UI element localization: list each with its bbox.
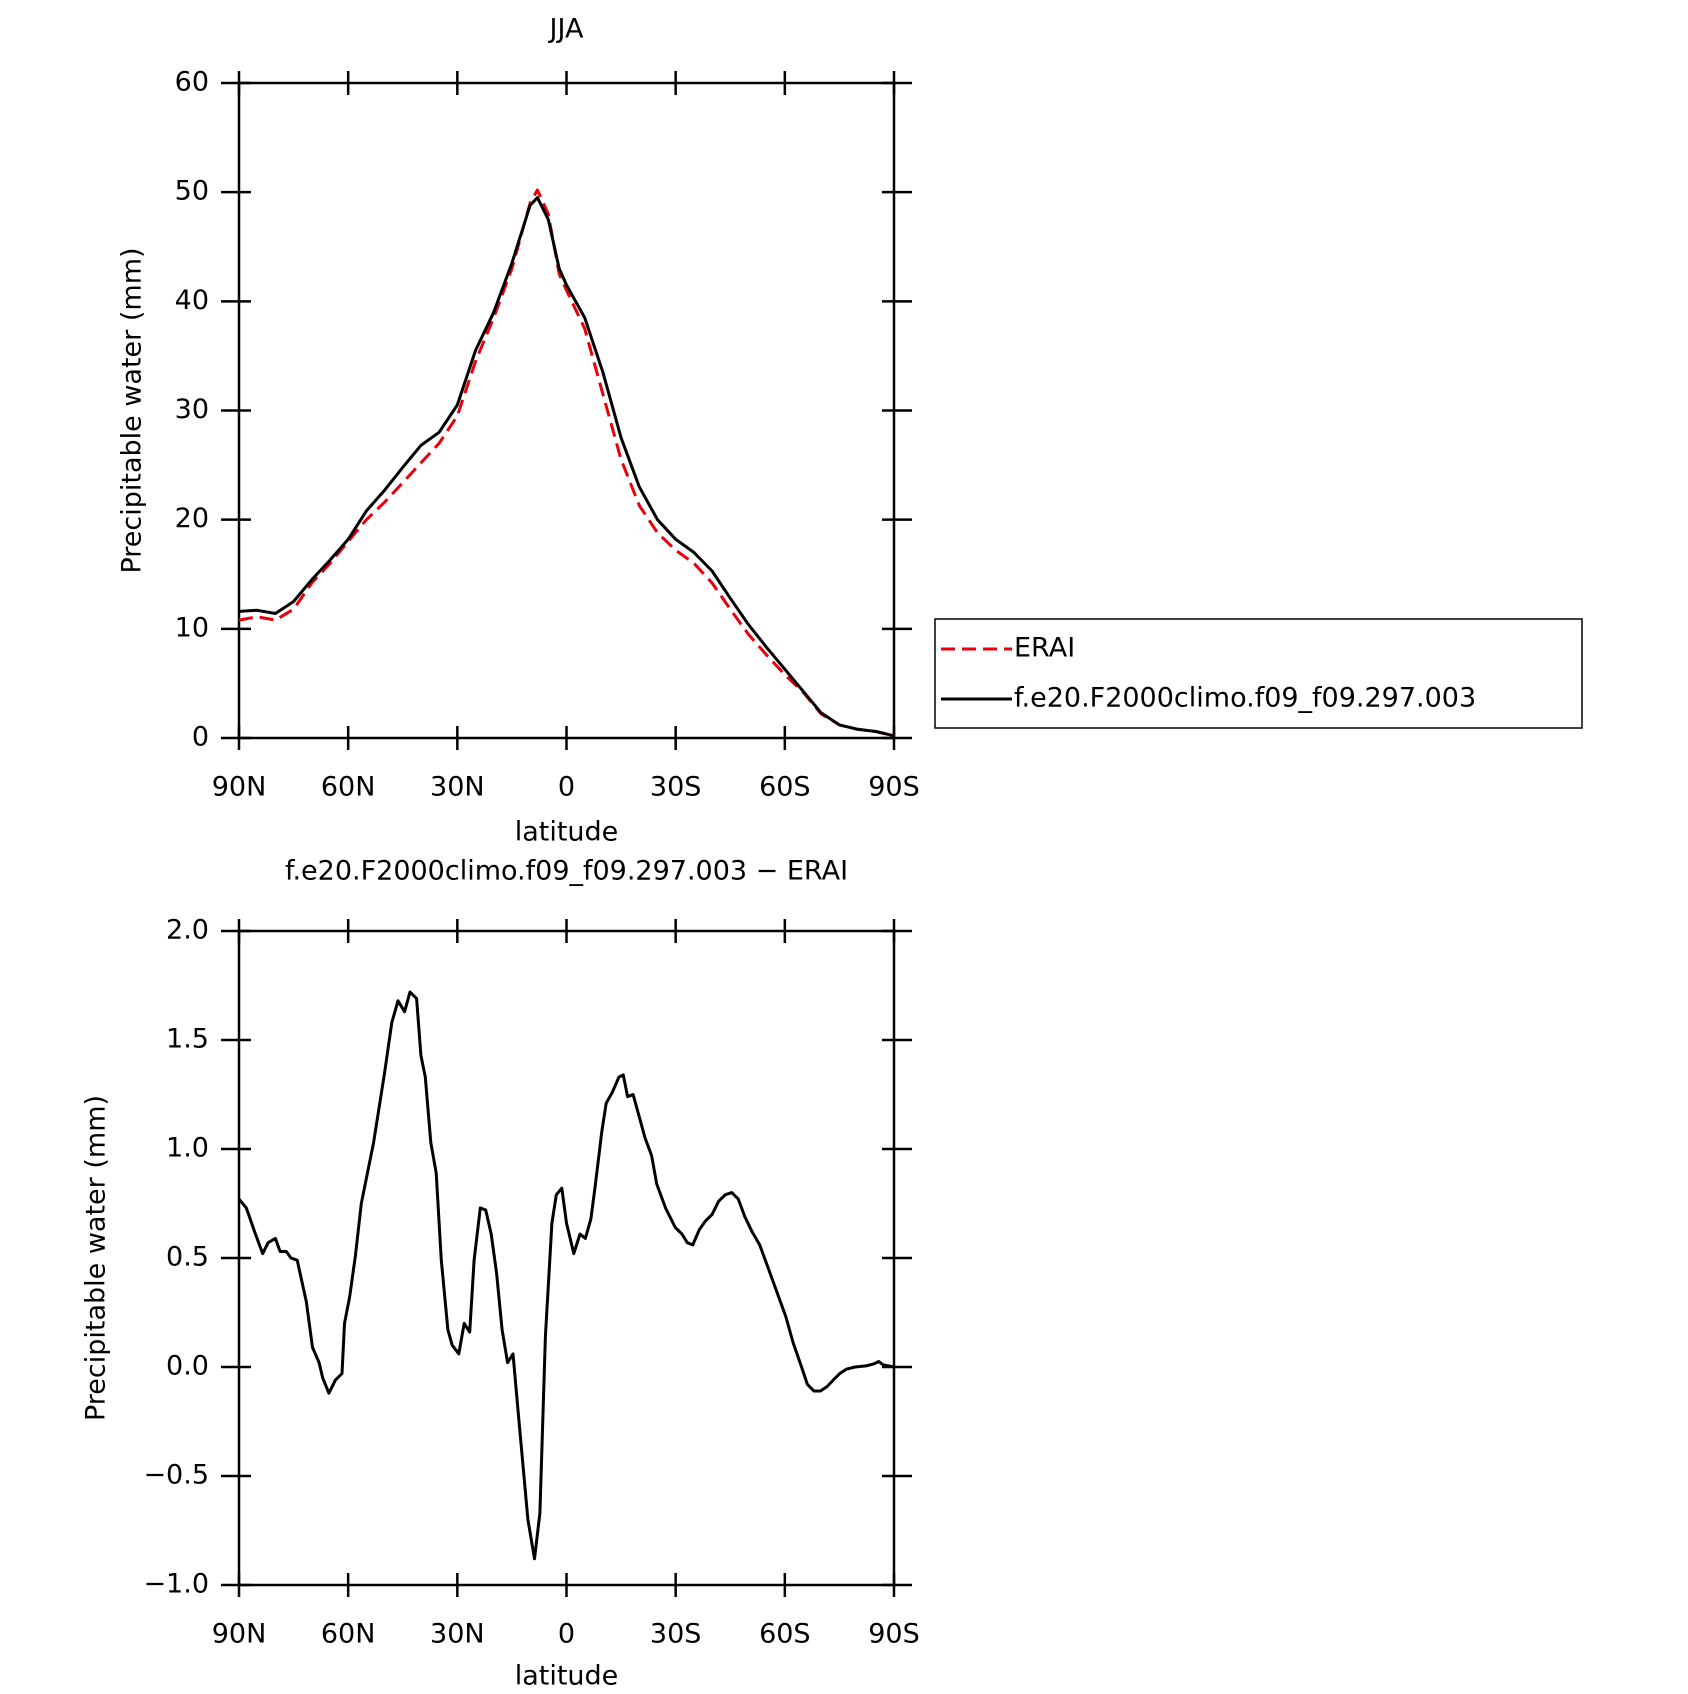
x-tick-label: 30S [650, 1619, 702, 1650]
x-tick-label: 0 [558, 772, 575, 803]
y-tick-label: 60 [175, 67, 209, 98]
y-tick-label: 10 [175, 612, 209, 643]
plot-frame [237, 81, 896, 740]
x-axis-label: latitude [515, 1661, 619, 1692]
y-tick-label: 30 [175, 394, 209, 425]
x-tick-label: 90N [212, 772, 267, 803]
y-tick-label: −1.0 [143, 1569, 209, 1600]
y-axis-label: Precipitable water (mm) [81, 1095, 112, 1421]
legend-label: f.e20.F2000climo.f09_f09.297.003 [1014, 683, 1476, 714]
y-tick-label: 0.5 [166, 1242, 209, 1273]
x-tick-label: 60S [759, 1619, 811, 1650]
x-tick-label: 30N [430, 1619, 485, 1650]
data-line [237, 990, 895, 1561]
y-tick-label: 20 [175, 503, 209, 534]
data-line [238, 188, 895, 738]
x-tick-label: 90S [868, 1619, 920, 1650]
y-tick-label: 0 [192, 722, 209, 753]
y-tick-label: 2.0 [166, 915, 209, 946]
y-tick-label: 40 [175, 285, 209, 316]
x-tick-label: 60N [321, 1619, 376, 1650]
x-axis-label: latitude [515, 817, 619, 848]
x-tick-label: 90N [212, 1619, 267, 1650]
x-tick-label: 60N [321, 772, 376, 803]
y-tick-label: 50 [175, 176, 209, 207]
y-tick-label: 0.0 [166, 1351, 209, 1382]
legend-label: ERAI [1014, 633, 1075, 664]
y-tick-label: 1.0 [166, 1133, 209, 1164]
x-tick-label: 0 [558, 1619, 575, 1650]
x-tick-label: 90S [868, 772, 920, 803]
y-axis-label: Precipitable water (mm) [117, 247, 148, 573]
chart-title: f.e20.F2000climo.f09_f09.297.003 − ERAI [285, 856, 848, 887]
chart-title: JJA [548, 14, 584, 45]
x-tick-label: 30N [430, 772, 485, 803]
y-tick-label: 1.5 [166, 1024, 209, 1055]
x-tick-label: 30S [650, 772, 702, 803]
plot-frame [237, 929, 896, 1587]
x-tick-label: 60S [759, 772, 811, 803]
legend-box [934, 618, 1583, 729]
y-tick-label: −0.5 [143, 1460, 209, 1491]
data-line [238, 196, 895, 738]
